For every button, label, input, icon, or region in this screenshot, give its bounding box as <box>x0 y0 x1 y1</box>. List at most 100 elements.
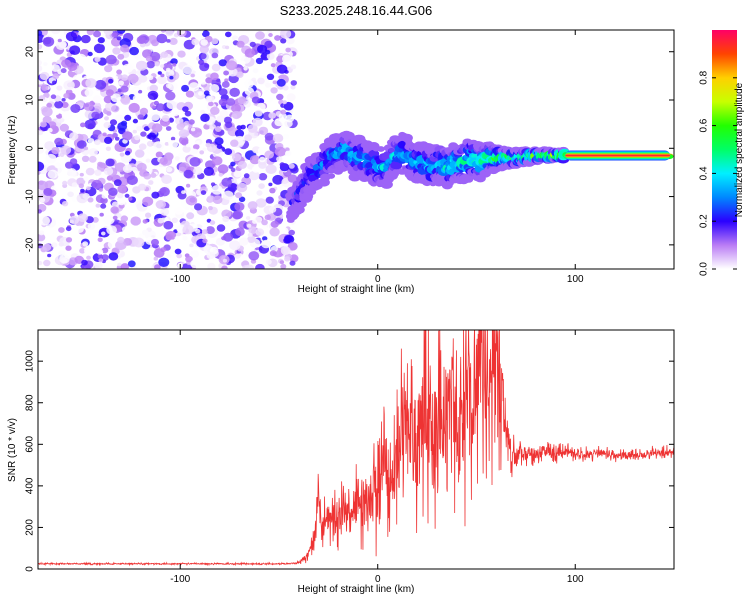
noise-blob <box>169 75 174 80</box>
noise-blob <box>255 57 264 65</box>
noise-blob <box>87 138 95 144</box>
signal-blob <box>464 176 474 183</box>
noise-blob <box>224 221 232 228</box>
noise-blob <box>80 122 86 128</box>
noise-blob <box>163 220 174 230</box>
noise-blob <box>205 77 213 84</box>
noise-blob <box>191 148 198 154</box>
noise-blob <box>61 98 66 102</box>
noise-blob <box>174 156 180 161</box>
noise-blob <box>63 80 75 91</box>
noise-blob <box>154 264 161 269</box>
noise-blob <box>185 206 190 211</box>
noise-blob <box>65 161 74 169</box>
noise-blob <box>168 140 179 149</box>
noise-blob <box>226 98 236 106</box>
noise-blob <box>54 100 64 109</box>
noise-blob <box>202 238 208 244</box>
noise-blob <box>276 55 285 63</box>
noise-blob <box>122 164 133 173</box>
noise-blob <box>146 140 154 147</box>
noise-blob <box>232 153 242 162</box>
noise-blob <box>42 36 55 47</box>
noise-blob <box>211 156 223 166</box>
noise-blob <box>54 162 61 169</box>
noise-blob <box>248 226 258 234</box>
noise-blob <box>126 175 138 186</box>
noise-blob <box>218 98 228 107</box>
noise-blob <box>280 227 289 234</box>
noise-blob <box>153 256 158 261</box>
noise-blob <box>268 33 273 37</box>
noise-blob <box>191 38 199 46</box>
noise-blob <box>116 265 122 269</box>
noise-blob <box>240 124 246 130</box>
noise-blob <box>78 183 85 189</box>
noise-blob <box>117 53 125 60</box>
carrier-band <box>565 154 671 157</box>
noise-blob <box>154 61 160 67</box>
noise-blob <box>198 91 203 96</box>
noise-blob <box>282 54 292 63</box>
noise-blob <box>290 85 296 90</box>
noise-blob <box>70 104 81 113</box>
noise-blob <box>220 65 228 72</box>
noise-blob <box>286 37 295 45</box>
noise-blob <box>221 236 227 241</box>
noise-blob <box>150 111 161 121</box>
noise-blob <box>172 63 177 67</box>
noise-blob <box>266 73 275 81</box>
noise-blob <box>186 212 195 220</box>
noise-blob <box>137 114 144 120</box>
noise-blob <box>138 143 147 150</box>
noise-blob <box>83 176 89 181</box>
chart-title: S233.2025.248.16.44.G06 <box>280 3 433 18</box>
noise-blob <box>94 169 102 176</box>
noise-blob <box>161 115 170 122</box>
noise-blob <box>85 167 95 176</box>
noise-blob <box>160 208 170 216</box>
noise-blob <box>62 180 68 186</box>
noise-blob <box>265 82 271 88</box>
noise-blob <box>87 51 93 57</box>
colorbar-label: Normalized spectral amplitude <box>734 82 745 217</box>
y-tick-label: 400 <box>25 477 36 494</box>
noise-blob <box>183 169 194 179</box>
noise-blob <box>130 216 141 226</box>
noise-blob <box>145 56 152 62</box>
noise-blob <box>63 93 70 99</box>
y-tick-label: -10 <box>25 189 36 204</box>
noise-blob <box>255 198 267 208</box>
noise-blob <box>41 106 53 117</box>
noise-blob <box>39 121 47 128</box>
noise-blob <box>165 91 176 101</box>
noise-blob <box>248 251 260 261</box>
snr-frame <box>37 329 675 570</box>
noise-blob <box>207 96 213 101</box>
snr-x-axis-label: Height of straight line (km) <box>298 584 415 595</box>
noise-blob <box>174 236 179 240</box>
noise-blob <box>282 100 288 105</box>
noise-blob <box>91 179 103 189</box>
noise-blob <box>249 41 256 48</box>
noise-blob <box>258 183 265 190</box>
noise-blob <box>151 191 160 199</box>
noise-blob <box>225 45 230 50</box>
noise-blob <box>198 30 204 34</box>
noise-blob <box>151 123 163 133</box>
noise-blob <box>62 201 69 207</box>
noise-scatter <box>38 30 299 269</box>
noise-blob <box>115 114 124 122</box>
noise-blob <box>102 132 107 137</box>
noise-blob <box>142 229 149 236</box>
noise-blob <box>229 87 240 97</box>
noise-blob <box>244 79 254 89</box>
noise-blob <box>94 262 103 269</box>
noise-blob <box>98 258 104 263</box>
signal-blob <box>368 149 380 158</box>
noise-blob <box>258 173 268 181</box>
snr-series-line <box>38 330 674 567</box>
noise-blob <box>165 230 177 241</box>
noise-blob <box>83 146 89 151</box>
